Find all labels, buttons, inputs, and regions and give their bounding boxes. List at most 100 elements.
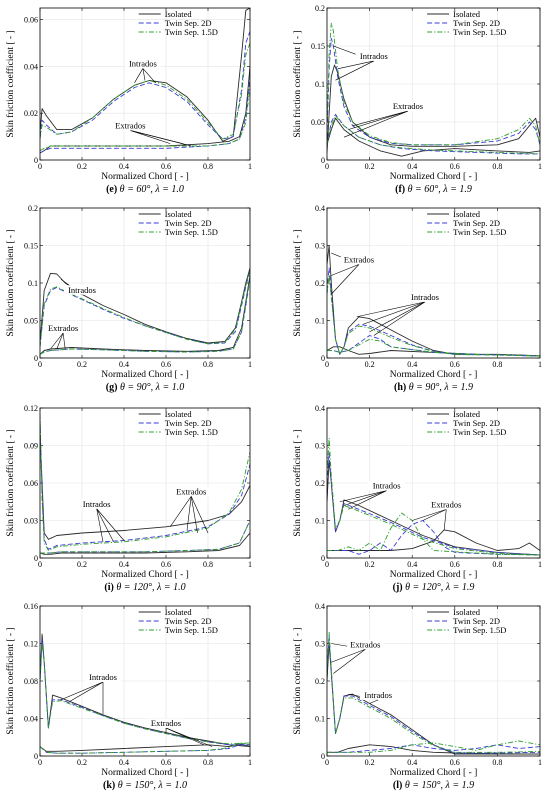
annotation-bg: [78, 499, 115, 509]
annotation-bg: [406, 292, 444, 302]
caption-letter: (l): [393, 780, 405, 791]
y-tick-label: 0.2: [315, 479, 325, 488]
annotation-leader: [69, 681, 104, 702]
x-tick-label: 0.4: [119, 560, 129, 569]
plot-frame: [39, 207, 251, 359]
x-tick-label: 0.4: [407, 758, 417, 767]
annotation-intrados: Intrados: [411, 292, 439, 302]
annotation-leader: [343, 110, 409, 138]
x-axis-label: Normalized Chord [ - ]: [101, 768, 189, 778]
caption-text: θ = 60°, λ = 1.0: [120, 184, 184, 195]
annotation-extrados: Extrados: [393, 101, 423, 111]
legend-label: Isolated: [165, 409, 193, 419]
plot-frame: [39, 605, 251, 757]
y-tick-label: 0.06: [24, 479, 38, 488]
y-tick-label: 0: [321, 354, 325, 363]
y-tick-label: 0.1: [28, 279, 38, 288]
y-tick-label: 0.3: [315, 241, 325, 250]
annotation-bg: [428, 499, 465, 510]
annotation-leader: [96, 508, 125, 541]
legend-label: Twin Sep. 2D: [453, 18, 500, 28]
y-tick-label: 0: [321, 752, 325, 761]
caption-letter: (i): [104, 582, 116, 593]
series-line-twin-sep-1-5d-a: [327, 22, 540, 146]
legend-label: Isolated: [453, 209, 481, 219]
series-line-isolated-a: [40, 432, 250, 540]
series-line-twin-sep-2d-b: [40, 78, 250, 154]
y-tick-label: 0.4: [315, 404, 325, 413]
plot-frame: [39, 407, 251, 559]
y-tick-label: 0: [34, 156, 38, 165]
x-tick-label: 0: [38, 162, 42, 171]
annotation-intrados: Intrados: [364, 690, 392, 700]
annotation-leader: [50, 332, 64, 350]
series-line-twin-sep-1-5d-b: [40, 276, 250, 355]
x-tick-label: 0: [325, 758, 329, 767]
annotation-leader: [369, 699, 379, 704]
plot-frame: [326, 605, 541, 757]
series-line-twin-sep-1-5d-a: [327, 275, 540, 357]
annotation-bg: [44, 323, 82, 333]
series-line-twin-sep-1-5d-a: [40, 42, 250, 140]
annotation-leader: [369, 301, 426, 333]
annotation-extrados: Extrados: [151, 718, 181, 728]
series-line-twin-sep-1-5d-a: [327, 631, 540, 753]
x-tick-label: 0.2: [365, 162, 375, 171]
annotation-leader: [343, 490, 387, 506]
x-tick-label: 0.6: [161, 162, 171, 171]
y-tick-label: 0.04: [24, 62, 38, 71]
legend-label: Twin Sep. 2D: [165, 418, 212, 428]
y-tick-label: 0.15: [24, 241, 38, 250]
legend-label: Twin Sep. 1.5D: [453, 27, 506, 37]
panel-g: 0 0.2 0.4 0.6 0.8 1 0 0.05 0.1 0.15 0.2 Intrados Ext…: [5, 204, 252, 393]
annotation-leader: [190, 496, 198, 534]
legend-label: Twin Sep. 1.5D: [165, 427, 218, 437]
annotation-leader: [186, 496, 192, 531]
y-tick-label: 0.4: [315, 204, 325, 213]
legend-label: Isolated: [453, 409, 481, 419]
caption-text: θ = 120°, λ = 1.0: [116, 582, 185, 593]
legend-label: Twin Sep. 1.5D: [165, 625, 218, 635]
y-tick-label: 0.16: [24, 602, 38, 611]
y-tick-label: 0.05: [24, 316, 38, 325]
series-group: [40, 267, 250, 355]
y-tick-label: 0.03: [24, 516, 38, 525]
annotation-intrados: Intrados: [68, 285, 96, 295]
series-line-isolated-b: [327, 117, 540, 157]
panel-caption: (k) θ = 150°, λ = 1.0: [103, 780, 187, 791]
y-tick-label: 0.2: [315, 4, 325, 13]
x-tick-label: 0.4: [407, 560, 417, 569]
series-group: [327, 631, 540, 755]
series-group: [327, 437, 540, 556]
x-tick-label: 0: [325, 162, 329, 171]
y-tick-label: 0.3: [315, 639, 325, 648]
legend-label: Twin Sep. 1.5D: [453, 625, 506, 635]
x-tick-label: 0.6: [161, 758, 171, 767]
x-axis-label: Normalized Chord [ - ]: [390, 370, 478, 380]
x-tick-label: 0.6: [450, 560, 460, 569]
annotation-leader: [335, 60, 374, 81]
annotation-leader: [142, 68, 156, 84]
y-tick-label: 0.04: [24, 714, 38, 723]
x-axis-label: Normalized Chord [ - ]: [101, 570, 189, 580]
annotation-intrados: Intrados: [360, 51, 388, 61]
y-tick-label: 0: [34, 354, 38, 363]
y-tick-label: 0.12: [24, 404, 38, 413]
annotation-extrados: Extrados: [176, 486, 206, 496]
series-line-twin-sep-2d-a: [40, 31, 250, 140]
annotation-extrados: Extrados: [350, 639, 380, 649]
series-line-twin-sep-2d-a: [40, 420, 250, 550]
annotation-leader: [331, 264, 360, 295]
caption-letter: (j): [393, 582, 406, 593]
panel-caption: (l) θ = 150°, λ = 1.9: [393, 780, 474, 791]
series-line-isolated-b: [327, 744, 540, 755]
caption-text: θ = 150°, λ = 1.9: [405, 780, 474, 791]
annotation-leader: [134, 68, 144, 83]
legend-label: Twin Sep. 2D: [453, 218, 500, 228]
annotation-bg: [124, 58, 162, 69]
annotation-bg: [389, 101, 427, 112]
x-tick-label: 1: [538, 758, 542, 767]
annotation-bg: [84, 672, 122, 683]
y-tick-label: 0.12: [24, 639, 38, 648]
y-axis-label: Skin friction coefficient [ - ]: [292, 30, 303, 137]
